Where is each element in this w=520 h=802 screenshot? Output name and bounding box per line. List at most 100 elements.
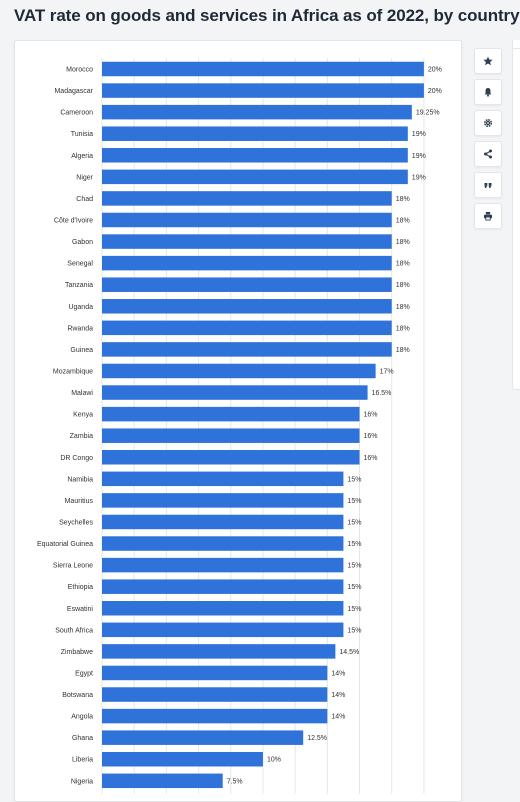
data-label: 12.5% [307, 735, 327, 742]
data-label: 18% [396, 239, 410, 246]
favorite-button[interactable] [474, 48, 502, 74]
category-label: Niger [76, 174, 93, 181]
bar [102, 579, 344, 594]
data-label: 15% [347, 498, 361, 505]
bar [102, 234, 392, 249]
category-label: Zimbabwe [61, 649, 93, 656]
data-label: 18% [396, 304, 410, 311]
bar [102, 536, 344, 551]
category-label: Namibia [67, 476, 93, 483]
data-label: 19% [412, 131, 426, 138]
category-label: Mauritius [65, 498, 94, 505]
data-label: 19.25% [416, 110, 440, 117]
data-label: 20% [428, 88, 442, 95]
bar [102, 277, 392, 292]
category-label: Uganda [68, 304, 93, 311]
category-label: Angola [71, 714, 93, 721]
bar-chart: Morocco 20% Madagascar 20% Cameroon 19.25% Tun… [37, 58, 442, 794]
data-label: 18% [396, 325, 410, 332]
category-label: Chad [76, 196, 93, 203]
data-label: 10% [267, 757, 281, 764]
category-label: Tanzania [65, 282, 93, 289]
category-label: Gabon [72, 239, 93, 246]
chart-card: Morocco 20% Madagascar 20% Cameroon 19.25% Tun… [14, 40, 462, 802]
data-label: 18% [396, 217, 410, 224]
data-label: 17% [380, 368, 394, 375]
category-label: Equatorial Guinea [37, 541, 93, 548]
category-label: Egypt [75, 670, 93, 677]
data-label: 15% [347, 541, 361, 548]
category-label: South Africa [55, 627, 93, 634]
category-label: Cameroon [60, 110, 93, 117]
bar [102, 708, 328, 724]
print-icon [484, 212, 492, 221]
bar [102, 601, 344, 616]
bar [102, 385, 368, 400]
data-label: 14.5% [339, 649, 359, 656]
data-label: 18% [396, 282, 410, 289]
category-label: Algeria [71, 153, 93, 160]
bar [102, 687, 328, 702]
category-label: Nigeria [71, 778, 93, 785]
bar [102, 450, 360, 465]
side-panel [512, 48, 520, 390]
data-label: 18% [396, 347, 410, 354]
category-label: Rwanda [67, 325, 93, 332]
data-label: 15% [347, 627, 361, 634]
category-label: Liberia [72, 757, 93, 764]
bar [102, 83, 424, 98]
share-button[interactable] [474, 141, 502, 167]
bar [102, 299, 392, 314]
settings-button[interactable] [474, 110, 502, 136]
data-label: 20% [428, 67, 442, 74]
data-label: 16% [364, 433, 378, 440]
print-button[interactable] [474, 203, 502, 229]
bar [102, 61, 424, 77]
category-label: Ghana [72, 735, 93, 742]
bar [102, 751, 263, 767]
bar [102, 428, 360, 443]
category-label: Morocco [66, 67, 93, 74]
star-icon [483, 56, 493, 66]
data-label: 14% [331, 670, 345, 677]
bar [102, 557, 344, 573]
notify-button[interactable] [474, 79, 502, 105]
data-label: 19% [412, 174, 426, 181]
category-label: Madagascar [54, 88, 93, 95]
data-label: 18% [396, 196, 410, 203]
category-label: Mozambique [53, 368, 93, 375]
bar [102, 406, 360, 422]
category-label: Seychelles [59, 519, 93, 526]
category-label: Côte d'Ivoire [54, 217, 93, 224]
category-label: Malawi [71, 390, 93, 397]
data-label: 7.5% [227, 778, 243, 785]
category-label: Tunisia [71, 131, 93, 138]
bar [102, 730, 304, 745]
data-label: 16% [364, 412, 378, 419]
bar [102, 126, 408, 141]
category-label: Eswatini [67, 606, 94, 613]
bar [102, 148, 408, 163]
category-label: Senegal [67, 261, 93, 268]
bar [102, 471, 344, 487]
bell-icon [484, 88, 492, 97]
bar [102, 644, 336, 659]
data-label: 14% [331, 692, 345, 699]
page-title: VAT rate on goods and services in Africa… [14, 6, 520, 25]
data-label: 14% [331, 714, 345, 721]
gear-icon [483, 118, 493, 128]
cite-button[interactable] [474, 172, 502, 198]
bar [102, 212, 392, 228]
bar [102, 255, 392, 271]
quote-icon [484, 183, 492, 188]
category-label: Sierra Leone [53, 563, 93, 570]
category-label: Botswana [62, 692, 93, 699]
data-label: 15% [347, 584, 361, 591]
data-label: 15% [347, 476, 361, 483]
category-label: Ethiopia [68, 584, 93, 591]
data-label: 15% [347, 606, 361, 613]
bar [102, 622, 344, 638]
bar [102, 320, 392, 336]
data-label: 15% [347, 563, 361, 570]
bar [102, 363, 376, 379]
